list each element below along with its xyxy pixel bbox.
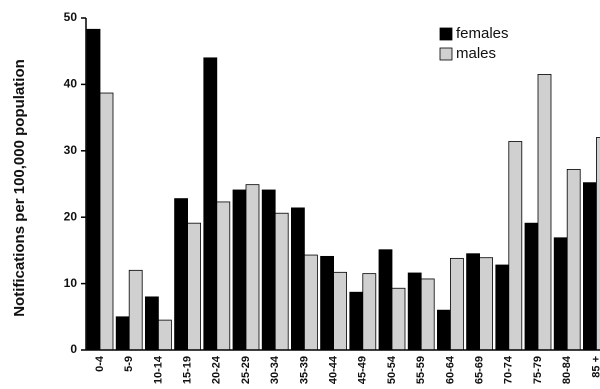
x-tick-label: 0-4: [94, 355, 106, 372]
bar: [157, 319, 172, 351]
x-tick-label: 55-59: [415, 356, 427, 384]
x-tick-label: 70-74: [503, 355, 515, 384]
bar: [174, 198, 189, 351]
legend-label: males: [456, 45, 496, 62]
bar: [566, 168, 581, 351]
bar: [407, 272, 422, 351]
bar: [203, 57, 218, 351]
x-tick-label: 35-39: [298, 356, 310, 384]
bar: [261, 189, 276, 351]
bar: [216, 201, 231, 351]
bar: [320, 255, 335, 351]
x-tick-label: 30-34: [269, 355, 281, 384]
x-tick-label: 20-24: [211, 355, 223, 384]
bar: [378, 249, 393, 351]
bar: [232, 189, 247, 351]
bar: [115, 316, 130, 351]
y-tick-label: 30: [64, 143, 78, 157]
x-tick-label: 75-79: [532, 356, 544, 384]
x-tick-label: 10-14: [152, 355, 164, 384]
y-axis-label: Notifications per 100,000 population: [11, 59, 28, 317]
x-tick-label: 5-9: [123, 356, 135, 372]
bar: [466, 253, 481, 351]
bar: [86, 28, 101, 351]
y-tick-label: 10: [64, 276, 78, 290]
x-tick-label: 45-49: [357, 356, 369, 384]
x-tick-label: 40-44: [328, 355, 340, 384]
bar: [245, 184, 260, 351]
bar: [290, 207, 305, 351]
bar: [128, 269, 143, 351]
legend-label: females: [456, 25, 509, 42]
bar: [524, 222, 539, 351]
bar: [508, 141, 523, 351]
x-tick-label: 50-54: [386, 355, 398, 384]
bar: [349, 291, 364, 351]
bar: [303, 254, 318, 351]
bar: [333, 271, 348, 351]
bar: [596, 137, 600, 351]
y-tick-label: 40: [64, 77, 78, 91]
bar: [187, 222, 202, 351]
bar: [420, 278, 435, 351]
bar: [274, 212, 289, 351]
legend-swatch: [439, 47, 453, 61]
x-tick-label: 65-69: [474, 356, 486, 384]
bar: [495, 264, 510, 351]
bar: [99, 92, 114, 351]
x-tick-label: 15-19: [182, 356, 194, 384]
bar: [583, 182, 597, 351]
y-tick-label: 0: [70, 342, 77, 356]
bar: [391, 287, 406, 351]
bar: [537, 74, 552, 351]
bar: [436, 309, 451, 351]
x-tick-label: 85 +: [590, 356, 600, 378]
bar: [144, 296, 159, 351]
bar: [362, 273, 377, 351]
bar: [479, 257, 494, 351]
y-tick-label: 50: [64, 10, 78, 24]
legend-swatch: [439, 27, 453, 41]
bar: [449, 257, 464, 351]
bar: [553, 237, 568, 351]
y-tick-label: 20: [64, 209, 78, 223]
x-tick-label: 80-84: [561, 355, 573, 384]
x-tick-label: 60-64: [444, 355, 456, 384]
x-tick-label: 25-29: [240, 356, 252, 384]
